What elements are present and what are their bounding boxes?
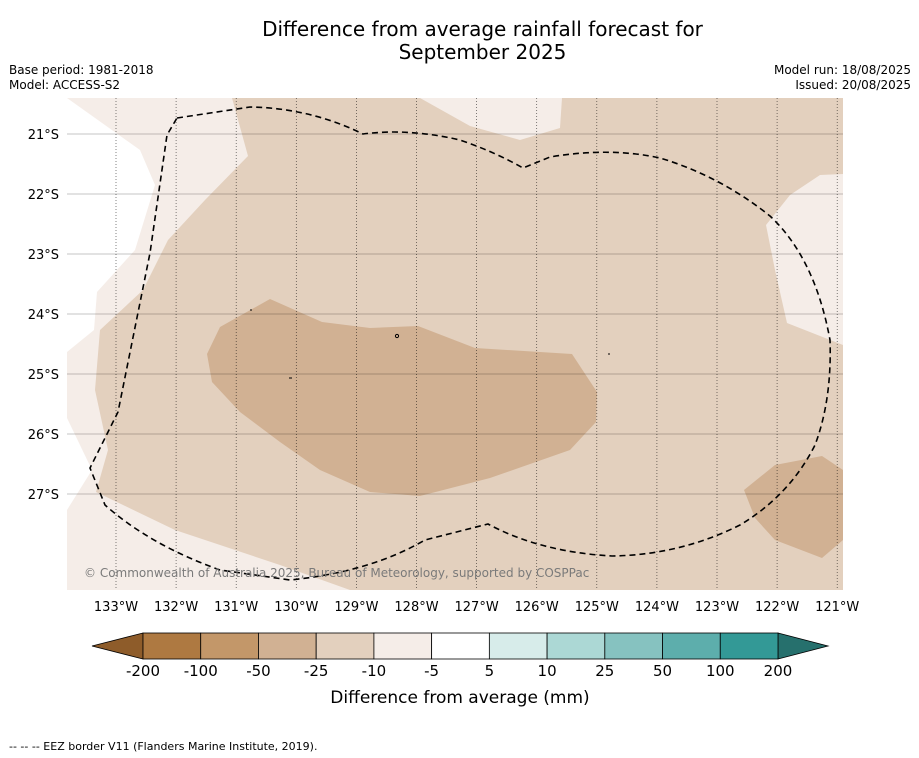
colorbar-tick-label: -100 <box>184 662 218 680</box>
longitude-label: 121°W <box>815 600 859 615</box>
title-line-1: Difference from average rainfall forecas… <box>262 17 703 41</box>
colorbar-cell <box>546 632 606 660</box>
longitude-label: 123°W <box>695 600 739 615</box>
meta-left: Base period: 1981-2018 Model: ACCESS-S2 <box>9 63 154 93</box>
map-title: Difference from average rainfall forecas… <box>0 18 919 64</box>
colorbar-cell <box>258 632 317 660</box>
copyright-text: © Commonwealth of Australia 2025, Bureau… <box>84 566 589 580</box>
colorbar-tick-label: 200 <box>764 662 793 680</box>
colorbar-cell <box>662 632 721 660</box>
contour-white-west <box>67 98 155 352</box>
title-line-2: September 2025 <box>398 40 567 64</box>
colorbar-cell <box>604 632 663 660</box>
colorbar-tick-label: -10 <box>362 662 387 680</box>
longitude-labels: 133°W 132°W 131°W 130°W 129°W 128°W 127°W 126°W… <box>94 600 860 615</box>
latitude-label: 25°S <box>28 368 59 383</box>
colorbar-cell <box>373 632 433 660</box>
latitude-labels: 21°S 22°S 23°S 24°S 25°S 26°S 27°S <box>28 128 59 503</box>
latitude-label: 24°S <box>28 308 59 323</box>
longitude-label: 128°W <box>394 600 438 615</box>
contour-dry-center <box>207 299 597 496</box>
colorbar-label: Difference from average (mm) <box>330 688 589 708</box>
colorbar-cell <box>488 632 548 660</box>
colorbar-tick-label: 10 <box>538 662 557 680</box>
colorbar-over-arrow <box>777 632 830 660</box>
contour-white-west-lower <box>67 418 92 510</box>
longitude-label: 130°W <box>274 600 318 615</box>
longitude-label: 131°W <box>214 600 258 615</box>
longitude-label: 124°W <box>635 600 679 615</box>
eez-border <box>89 106 832 581</box>
island-mark <box>394 333 400 339</box>
contour-dry-southeast <box>744 456 843 558</box>
latitude-label: 22°S <box>28 188 59 203</box>
colorbar-cell <box>142 632 202 660</box>
meta-right: Model run: 18/08/2025 Issued: 20/08/2025 <box>774 63 911 93</box>
map-area: © Commonwealth of Australia 2025, Bureau… <box>67 98 843 590</box>
colorbar-tick-label: 25 <box>595 662 614 680</box>
contour-light-north <box>420 98 562 140</box>
gridlines <box>67 98 843 590</box>
eez-legend-note: -- -- -- EEZ border V11 (Flanders Marine… <box>9 740 318 753</box>
colorbar-tick-label: -50 <box>246 662 271 680</box>
colorbar-tick-label: -25 <box>304 662 329 680</box>
longitude-label: 127°W <box>455 600 499 615</box>
longitude-label: 133°W <box>94 600 138 615</box>
longitude-label: 125°W <box>575 600 619 615</box>
longitude-label: 126°W <box>515 600 559 615</box>
colorbar-cell <box>315 632 375 660</box>
latitude-label: 27°S <box>28 488 59 503</box>
longitude-label: 122°W <box>755 600 799 615</box>
latitude-label: 21°S <box>28 128 59 143</box>
model-run: Model run: 18/08/2025 <box>773 63 911 77</box>
colorbar-tick-label: 5 <box>485 662 495 680</box>
colorbar-cell <box>431 632 490 660</box>
colorbar-tick-labels: -200 -100 -50 -25 -10 -5 5 10 25 50 100 200 <box>126 662 792 680</box>
colorbar-tick-label: 50 <box>653 662 672 680</box>
colorbar-under-arrow <box>91 632 144 660</box>
colorbar-tick-label: -200 <box>126 662 160 680</box>
model-name: Model: ACCESS-S2 <box>9 78 121 92</box>
base-period: Base period: 1981-2018 <box>9 63 154 77</box>
island-marks <box>250 309 610 379</box>
colorbar-tick-label: -5 <box>424 662 439 680</box>
latitude-label: 23°S <box>28 248 59 263</box>
longitude-label: 132°W <box>154 600 198 615</box>
issued-date: Issued: 20/08/2025 <box>795 78 911 92</box>
colorbar-cells <box>142 632 779 660</box>
colorbar-tick-label: 100 <box>706 662 735 680</box>
longitude-label: 129°W <box>334 600 378 615</box>
colorbar-cell <box>200 632 259 660</box>
latitude-label: 26°S <box>28 428 59 443</box>
colorbar: -200 -100 -50 -25 -10 -5 5 10 25 50 100 200 Differe… <box>91 632 830 708</box>
colorbar-cell <box>719 632 779 660</box>
contour-light-east <box>766 174 843 345</box>
